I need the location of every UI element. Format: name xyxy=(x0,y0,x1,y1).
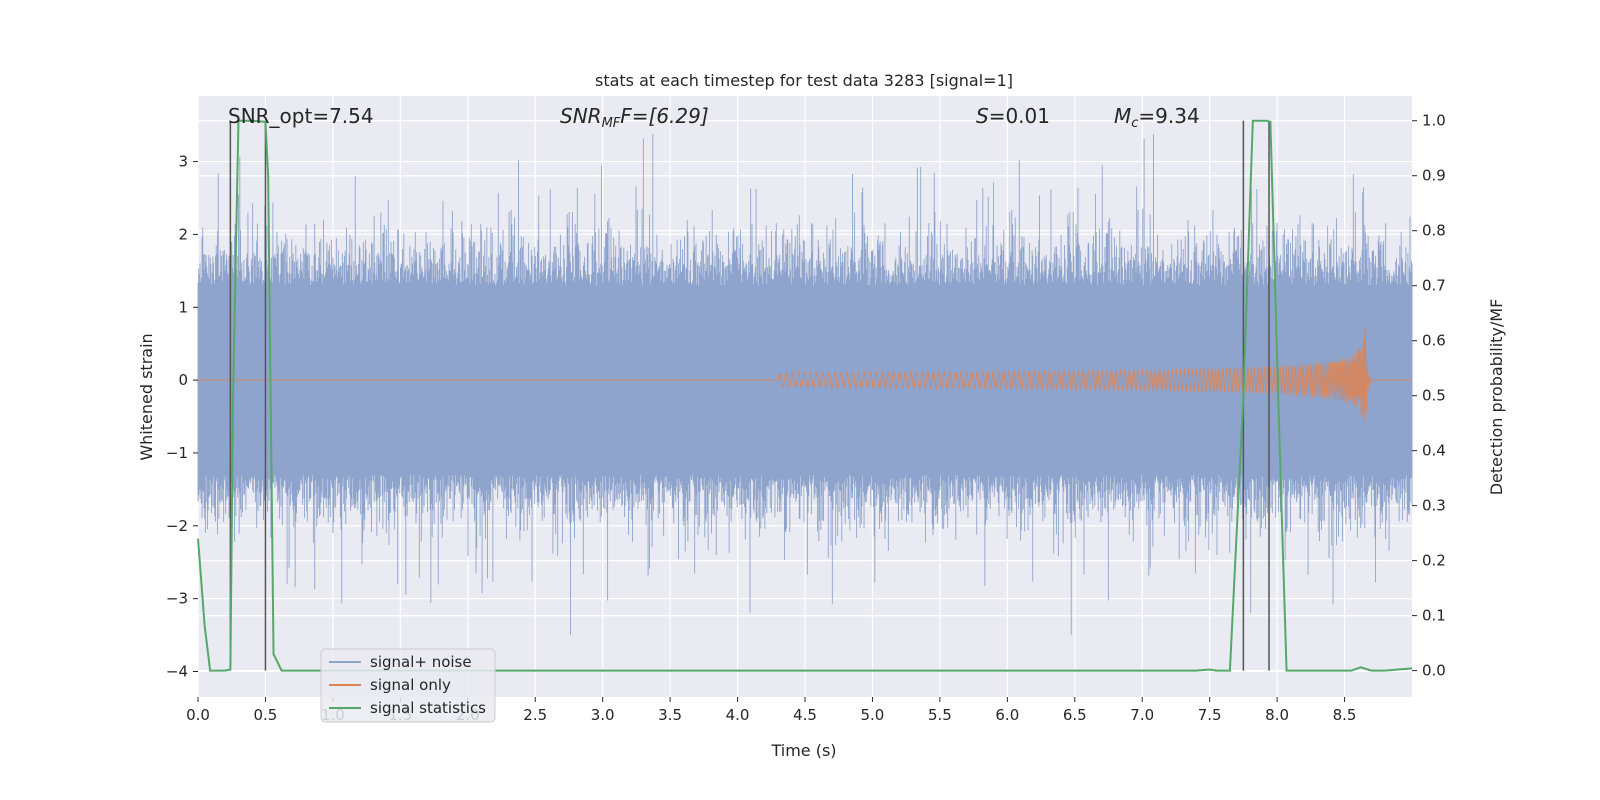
x-tick-label: 3.5 xyxy=(658,706,682,724)
x-tick-label: 0.0 xyxy=(186,706,210,724)
annotation-mc: Mc=9.34 xyxy=(1114,104,1200,131)
y-right-tick-label: 0.0 xyxy=(1422,662,1446,680)
x-tick-label: 7.5 xyxy=(1198,706,1222,724)
y-right-tick-label: 0.7 xyxy=(1422,277,1446,295)
y-right-ticks: 0.0 0.1 0.2 0.3 0.4 0.5 0.6 0.7 0.8 0.9 1.0 xyxy=(1412,112,1446,680)
y-right-tick-label: 0.8 xyxy=(1422,222,1446,240)
y-right-tick-label: 0.1 xyxy=(1422,607,1446,625)
legend-box xyxy=(320,648,496,723)
y-left-tick-label: −4 xyxy=(166,663,188,681)
y-left-tick-label: −1 xyxy=(166,444,188,462)
y-right-tick-label: 0.3 xyxy=(1422,497,1446,515)
legend-label-signal-noise: signal+ noise xyxy=(370,653,472,671)
signal-trace xyxy=(198,325,1412,423)
y-left-tick-label: 1 xyxy=(178,298,188,316)
signal-series xyxy=(198,325,1412,423)
annotation-s: S=0.01 xyxy=(976,104,1050,128)
snr-mf-main: SNR xyxy=(560,104,602,128)
stats-trace xyxy=(197,119,1413,672)
x-axis-label: Time (s) xyxy=(770,741,836,760)
y-left-tick-label: 0 xyxy=(178,371,188,389)
y-left-tick-label: −3 xyxy=(166,590,188,608)
annotation-snr-opt: SNR_opt=7.54 xyxy=(228,104,374,128)
x-tick-label: 7.0 xyxy=(1130,706,1154,724)
mc-rest: =9.34 xyxy=(1138,104,1199,128)
x-tick-label: 0.5 xyxy=(254,706,278,724)
x-tick-label: 6.0 xyxy=(995,706,1019,724)
s-rest: =0.01 xyxy=(989,104,1050,128)
chart-title: stats at each timestep for test data 328… xyxy=(595,71,1013,90)
legend-label-signal-only: signal only xyxy=(370,676,451,694)
y-right-tick-label: 0.5 xyxy=(1422,387,1446,405)
x-tick-label: 3.0 xyxy=(591,706,615,724)
x-tick-label: 6.5 xyxy=(1063,706,1087,724)
stats-series xyxy=(197,119,1413,672)
x-tick-label: 4.0 xyxy=(726,706,750,724)
y-left-ticks: −4 −3 −2 −1 0 1 2 3 xyxy=(166,153,198,681)
x-tick-label: 8.5 xyxy=(1333,706,1357,724)
y-right-tick-label: 0.6 xyxy=(1422,332,1446,350)
x-tick-label: 4.5 xyxy=(793,706,817,724)
y-left-tick-label: 3 xyxy=(178,153,188,171)
x-tick-label: 2.5 xyxy=(523,706,547,724)
y-right-tick-label: 0.2 xyxy=(1422,552,1446,570)
s-main: S xyxy=(976,104,989,128)
y-right-tick-label: 0.4 xyxy=(1422,442,1446,460)
y-left-axis-label: Whitened strain xyxy=(137,333,156,460)
y-left-tick-label: −2 xyxy=(166,517,188,535)
legend: signal+ noise signal only signal statist… xyxy=(320,648,496,723)
mc-main: M xyxy=(1114,104,1131,128)
y-left-tick-label: 2 xyxy=(178,225,188,243)
y-right-tick-label: 0.9 xyxy=(1422,167,1446,185)
snr-mf-sub: MF xyxy=(602,116,621,131)
y-right-axis-label: Detection probability/MF xyxy=(1487,299,1506,496)
snr-mf-letter: F=[6.29] xyxy=(620,104,708,128)
x-tick-label: 5.0 xyxy=(861,706,885,724)
x-tick-label: 8.0 xyxy=(1265,706,1289,724)
annotation-snr-mf: SNRMFF=[6.29] xyxy=(560,104,709,131)
x-tick-label: 5.5 xyxy=(928,706,952,724)
y-right-tick-label: 1.0 xyxy=(1422,112,1446,130)
legend-label-signal-statistics: signal statistics xyxy=(370,699,486,717)
mc-sub: c xyxy=(1131,116,1138,131)
